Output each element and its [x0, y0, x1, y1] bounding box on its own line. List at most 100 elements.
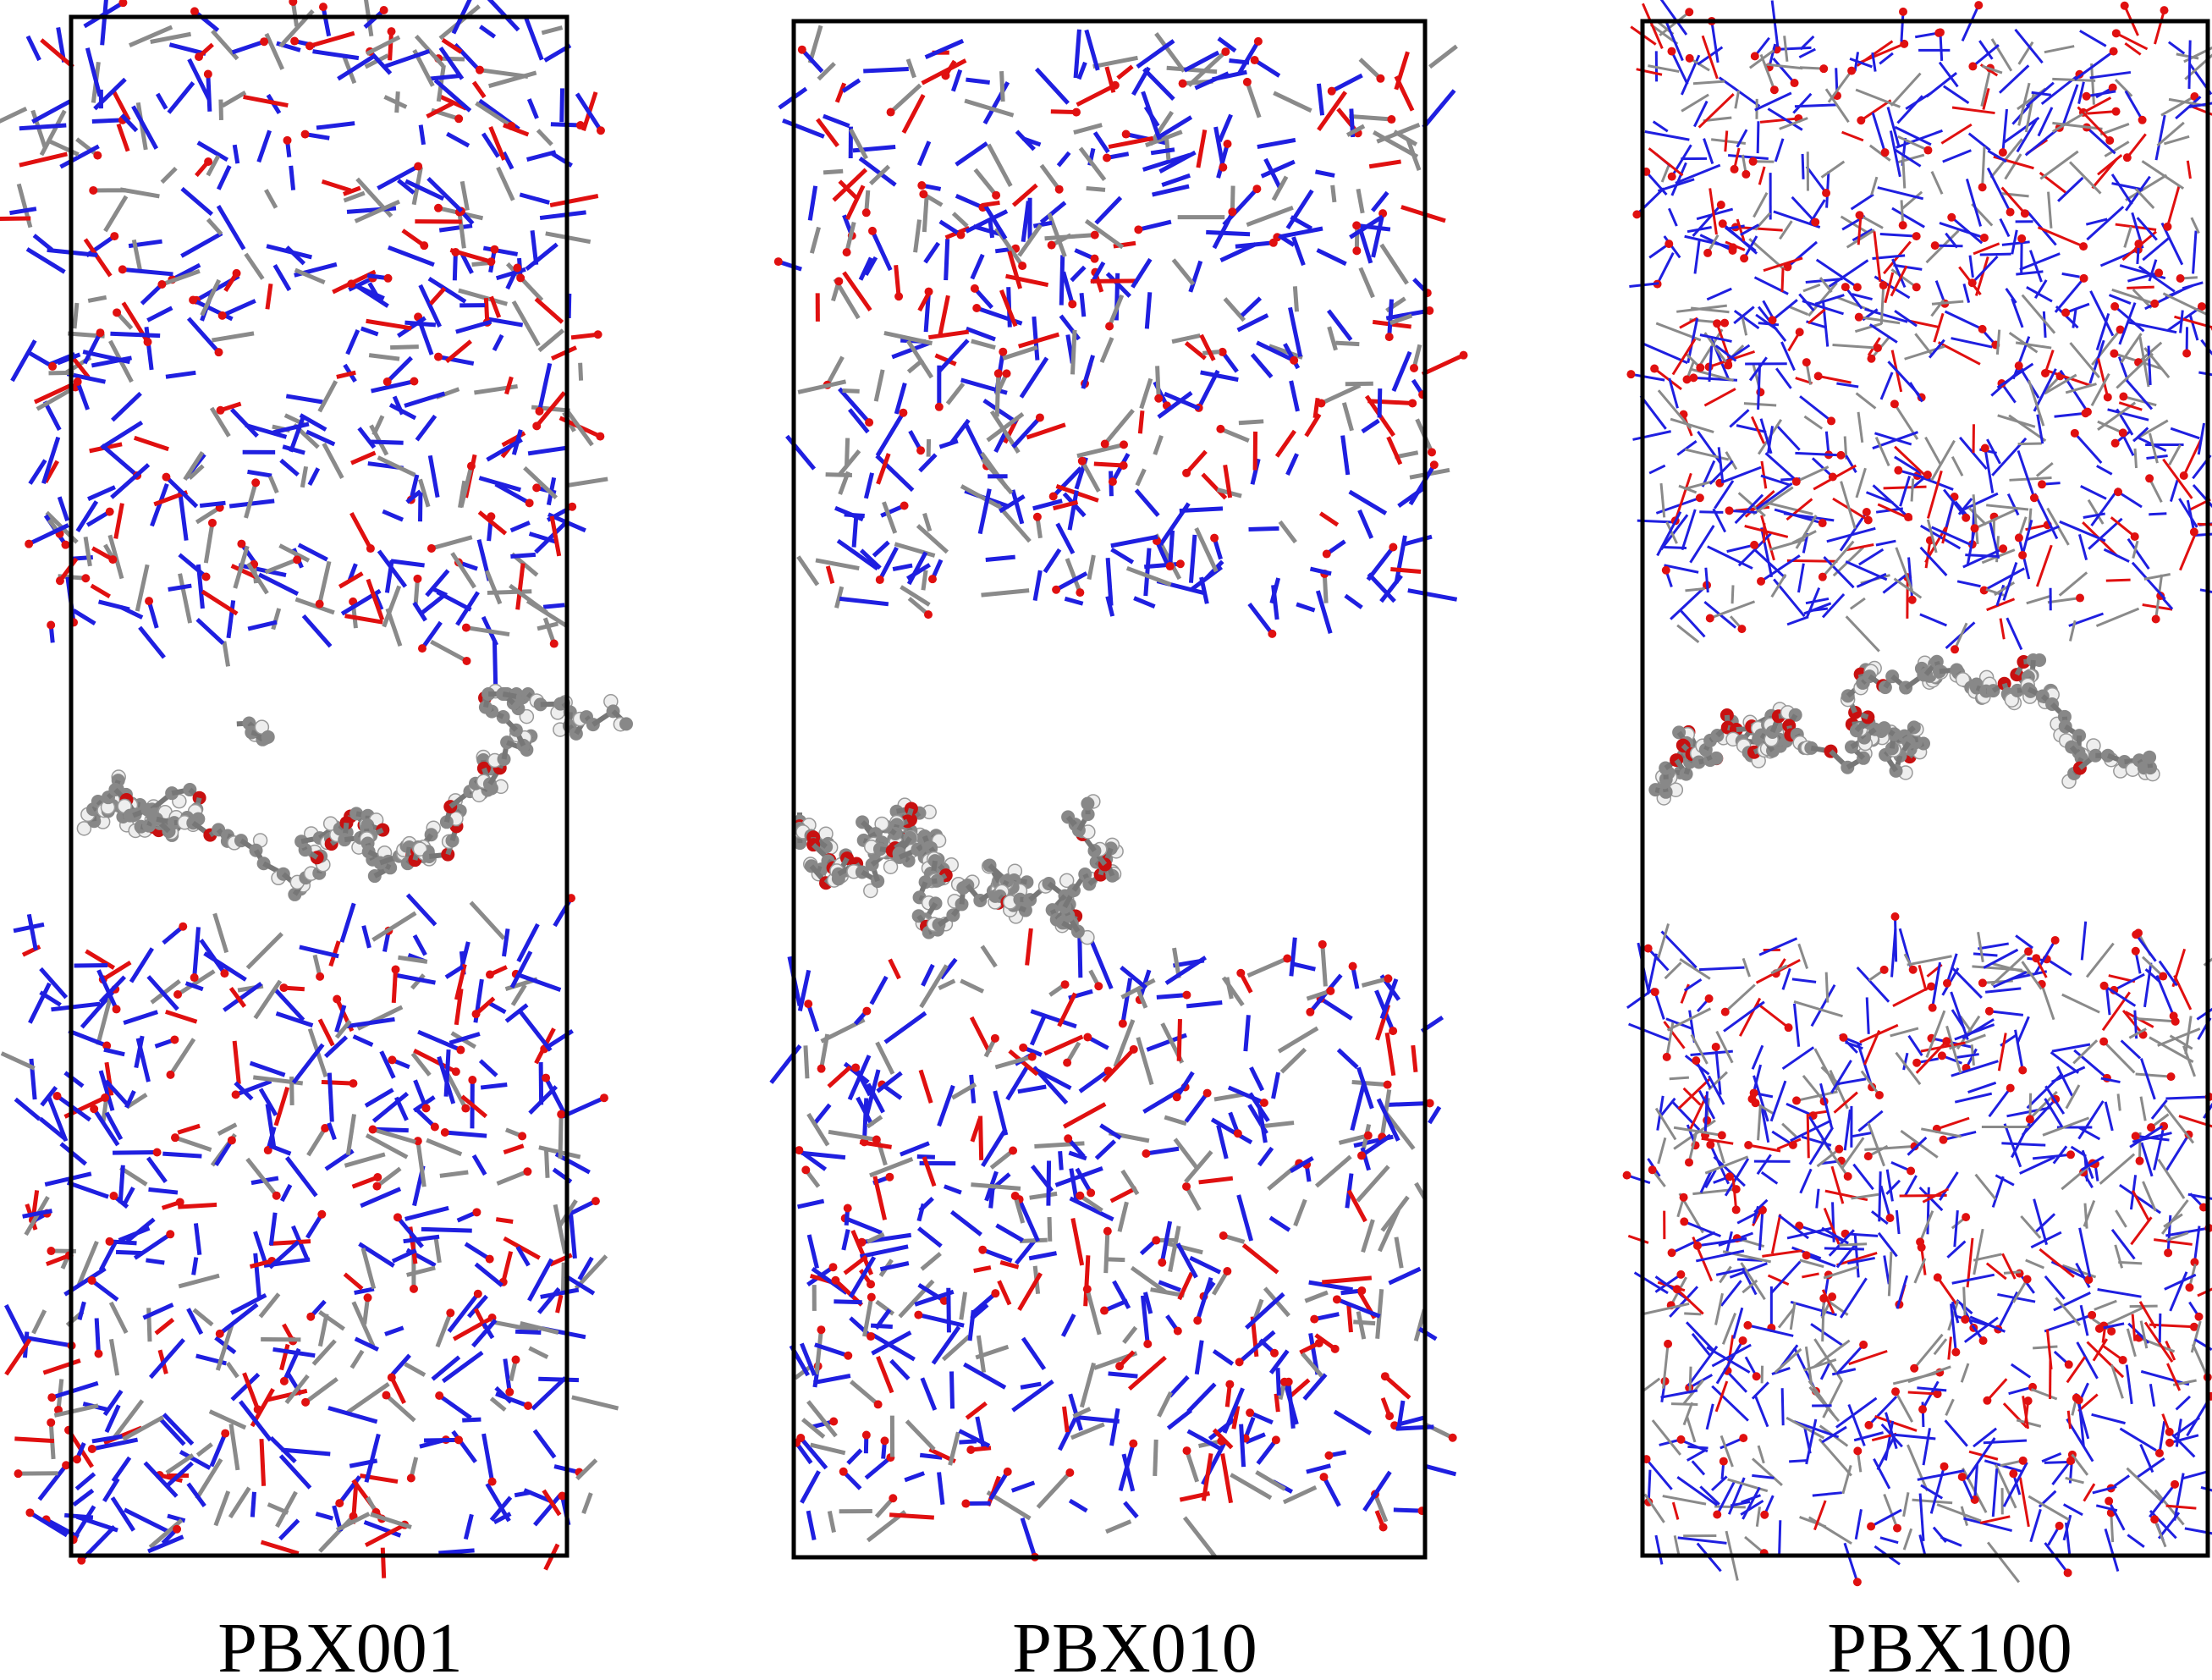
bond: [2126, 133, 2147, 159]
bond: [1724, 983, 1756, 1013]
bond: [844, 1216, 883, 1235]
bond: [1818, 1438, 1852, 1477]
bond: [2044, 1085, 2066, 1115]
oxygen: [1813, 372, 1823, 381]
bond: [192, 927, 201, 978]
oxygen: [1077, 456, 1087, 465]
bond: [1871, 112, 1886, 153]
bond: [484, 570, 503, 605]
oxygen: [1685, 1158, 1694, 1167]
bond: [186, 1308, 204, 1336]
bond: [1711, 1343, 1752, 1368]
bond: [797, 1148, 828, 1171]
oxygen: [2066, 1150, 2075, 1159]
bond: [1681, 509, 1697, 551]
oxygen: [839, 1467, 848, 1476]
bond: [2168, 443, 2182, 466]
oxygen: [1076, 588, 1085, 598]
bond: [1794, 103, 1838, 108]
bond: [1250, 353, 1274, 379]
bond: [1388, 1266, 1422, 1286]
bond: [901, 93, 926, 135]
bond: [870, 229, 893, 272]
bond: [1865, 997, 1870, 1034]
bond: [266, 244, 312, 260]
bond: [245, 422, 288, 439]
oxygen: [916, 446, 926, 455]
bond: [2025, 525, 2060, 542]
bond: [2054, 411, 2086, 418]
bond: [917, 1313, 965, 1328]
bond: [1801, 153, 1805, 179]
bond: [1714, 480, 1735, 510]
bond: [410, 1052, 432, 1077]
bond: [540, 1287, 580, 1299]
bond: [2142, 235, 2171, 262]
bond: [1895, 1051, 1922, 1086]
oxygen: [300, 129, 310, 139]
oxygen: [1352, 246, 1362, 256]
bond: [390, 344, 419, 350]
bond: [2169, 1034, 2193, 1050]
bond: [1102, 1048, 1136, 1083]
bond: [427, 454, 440, 498]
bond: [1184, 1185, 1202, 1211]
bond: [336, 370, 356, 379]
bond: [228, 1424, 240, 1471]
bond: [1090, 940, 1114, 989]
bond: [1819, 1359, 1832, 1380]
bond: [980, 451, 1009, 489]
oxygen: [1912, 283, 1921, 292]
oxygen: [421, 1104, 431, 1113]
oxygen: [1853, 1446, 1863, 1456]
bond: [394, 91, 400, 113]
bond: [1951, 967, 1983, 999]
bond: [1645, 170, 1668, 196]
bond: [1670, 144, 1692, 178]
oxygen: [1322, 549, 1331, 559]
bond: [856, 1096, 875, 1127]
oxygen: [1063, 1058, 1072, 1067]
bond: [1951, 1060, 1999, 1077]
bond: [469, 901, 506, 940]
oxygen: [387, 27, 396, 36]
bond: [1877, 1231, 1898, 1258]
bond: [1020, 1517, 1037, 1558]
bond: [1025, 928, 1033, 966]
bond: [1856, 967, 1890, 1003]
oxygen: [1910, 1363, 1919, 1373]
bond: [2178, 498, 2198, 528]
bond: [1798, 293, 1815, 311]
hydrogen: [519, 708, 535, 724]
bond: [2019, 252, 2061, 271]
oxygen: [1318, 939, 1327, 949]
bond: [993, 432, 1008, 454]
oxygen: [1717, 1131, 1726, 1140]
bond: [1894, 125, 1932, 146]
bond: [1995, 1174, 2015, 1187]
bond: [323, 1035, 349, 1059]
bond: [1150, 1287, 1185, 1298]
bond: [1094, 1139, 1117, 1160]
oxygen: [2082, 91, 2091, 101]
bond: [71, 1505, 96, 1541]
bond: [1734, 493, 1764, 525]
bond: [1845, 454, 1857, 473]
oxygen: [1083, 1033, 1092, 1042]
bond: [863, 66, 909, 74]
bond: [1709, 188, 1718, 235]
bond: [2017, 449, 2036, 498]
oxygen: [413, 574, 422, 583]
oxygen: [1731, 1205, 1741, 1215]
bond: [2127, 1534, 2145, 1548]
bond: [1954, 500, 1968, 516]
bond: [894, 264, 901, 297]
bond: [455, 319, 492, 334]
bond: [1407, 588, 1458, 602]
bond: [379, 1050, 396, 1079]
bond: [918, 1197, 934, 1213]
bond: [275, 1011, 314, 1027]
bond: [948, 1431, 960, 1466]
bond: [1820, 160, 1846, 179]
bond: [919, 1452, 943, 1460]
